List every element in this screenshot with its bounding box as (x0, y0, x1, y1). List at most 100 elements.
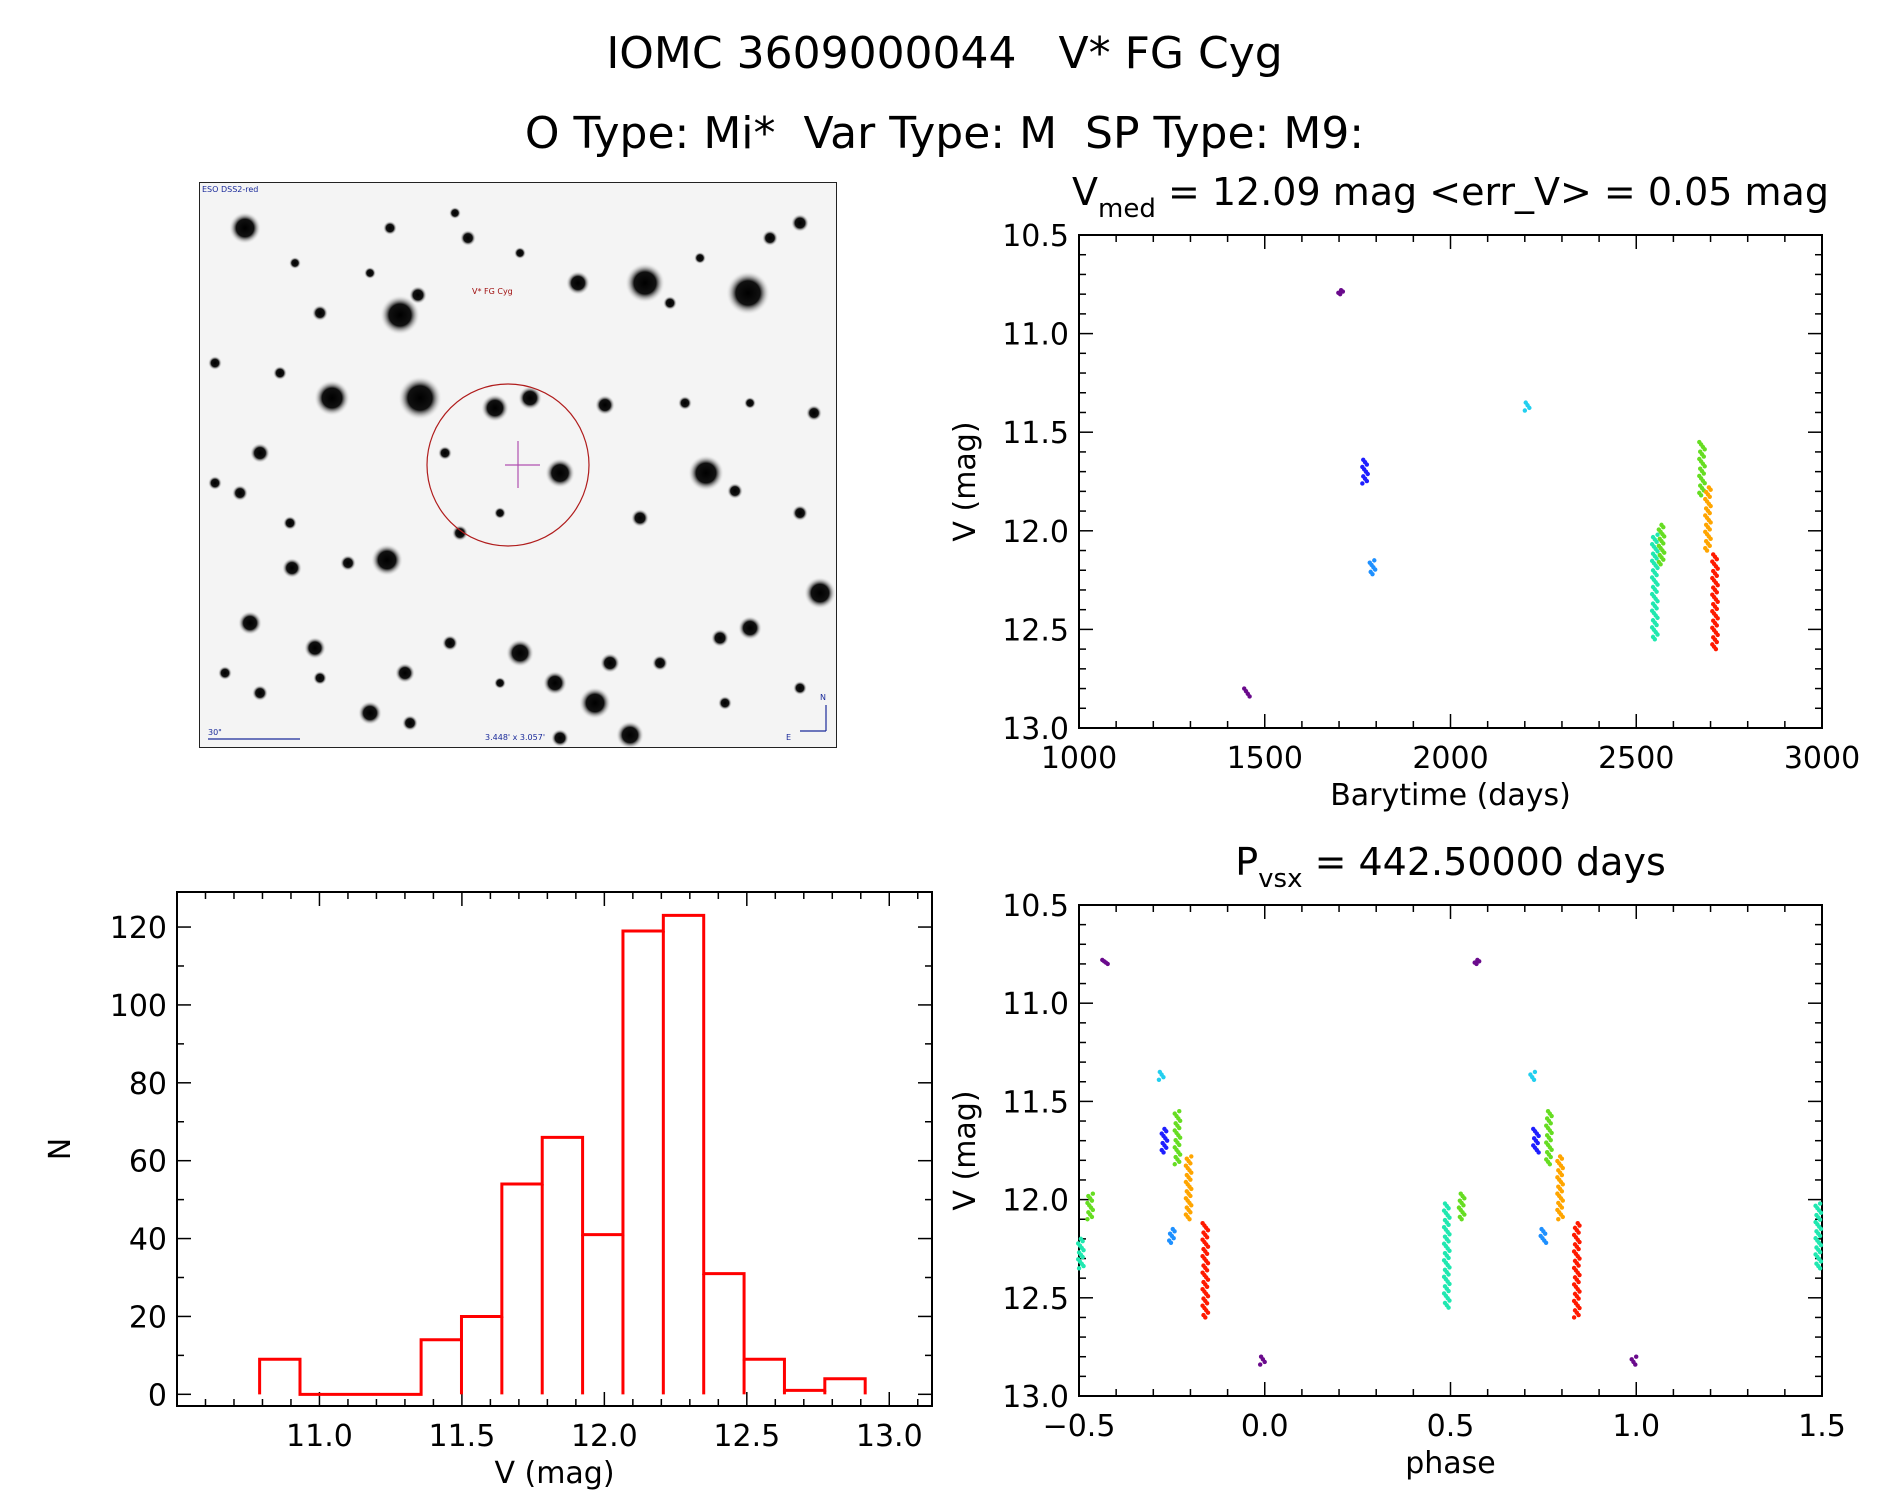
star (358, 701, 382, 725)
data-point (1714, 573, 1720, 578)
data-point (1089, 1214, 1095, 1220)
histogram-bar (704, 1274, 744, 1395)
data-point (1188, 1193, 1193, 1199)
data-point (1262, 1359, 1267, 1365)
x-tick-label: 3000 (1784, 741, 1860, 776)
data-point (1543, 1240, 1549, 1246)
data-point (1549, 1113, 1554, 1119)
y-tick-label: 12.5 (1002, 613, 1069, 648)
data-point (1548, 1154, 1553, 1160)
data-point (1372, 558, 1377, 563)
data-point (1447, 1298, 1452, 1303)
star (711, 629, 729, 647)
histogram-bar (461, 1316, 501, 1394)
y-tick-label: 10.5 (1002, 889, 1069, 924)
star (314, 380, 350, 416)
star (762, 230, 778, 246)
data-point (1090, 1191, 1096, 1196)
data-point (1360, 481, 1365, 486)
data-point (1257, 1362, 1263, 1367)
data-point (1164, 1138, 1170, 1143)
star (579, 687, 611, 719)
data-point (1536, 1150, 1541, 1155)
data-point (1076, 1266, 1082, 1271)
star (449, 207, 461, 219)
star (289, 257, 301, 269)
y-tick-label: 100 (110, 989, 167, 1024)
data-point (1446, 1255, 1451, 1261)
data-point (1105, 961, 1110, 967)
survey-label: ESO DSS2-red (202, 185, 259, 194)
data-point (1658, 562, 1663, 567)
data-point (1817, 1249, 1823, 1255)
x-tick-label: 12.0 (571, 1419, 638, 1454)
page-title: IOMC 3609000044 V* FG Cyg (606, 28, 1283, 79)
data-point (1446, 1288, 1451, 1294)
data-point (1817, 1217, 1823, 1222)
data-point (1576, 1246, 1581, 1252)
data-point (1205, 1244, 1211, 1249)
data-point (1714, 556, 1720, 562)
data-point (1662, 550, 1667, 555)
data-point (1577, 1305, 1582, 1311)
data-point (1655, 599, 1660, 604)
data-point (1577, 1289, 1582, 1294)
data-point (1337, 291, 1343, 297)
data-point (1633, 1362, 1638, 1367)
y-axis-label: V (mag) (948, 421, 983, 541)
star (304, 637, 326, 659)
data-point (1560, 1198, 1565, 1203)
data-point (1204, 1301, 1210, 1306)
x-tick-label: 2500 (1598, 741, 1674, 776)
data-point (1205, 1228, 1211, 1233)
data-point (1205, 1310, 1211, 1315)
data-point (1446, 1305, 1451, 1310)
y-tick-label: 12.0 (1002, 515, 1069, 550)
histogram-bar (583, 1235, 623, 1395)
histogram-bar (421, 1340, 461, 1395)
y-tick-label: 120 (110, 911, 167, 946)
x-tick-label: 1000 (1041, 741, 1117, 776)
y-tick-label: 13.0 (1002, 1380, 1069, 1415)
data-point (1340, 289, 1346, 294)
star (663, 296, 677, 310)
star (313, 671, 327, 685)
data-point (1462, 1212, 1467, 1217)
star (208, 356, 222, 370)
data-point (1715, 599, 1720, 604)
star (806, 405, 822, 421)
plot-frame (1078, 904, 1823, 1397)
data-point (1080, 1238, 1085, 1244)
star (442, 635, 458, 651)
data-point (1707, 527, 1712, 532)
star (238, 611, 262, 635)
data-point (1559, 1205, 1565, 1210)
star (380, 295, 420, 335)
data-point (1187, 1217, 1192, 1222)
data-point (1818, 1226, 1824, 1232)
y-tick-label: 0 (148, 1378, 167, 1413)
star (229, 212, 261, 244)
data-point (1446, 1206, 1451, 1211)
star (543, 671, 567, 695)
y-tick-label: 11.5 (1002, 416, 1069, 451)
data-point (1205, 1277, 1211, 1282)
star (688, 455, 724, 491)
data-point (1177, 1135, 1183, 1140)
star (252, 685, 268, 701)
x-tick-label: 0.0 (1241, 1409, 1289, 1444)
data-point (1156, 1077, 1162, 1082)
data-point (1477, 959, 1482, 964)
data-point (1247, 694, 1252, 699)
data-point (1654, 622, 1659, 628)
histogram-outline (258, 913, 867, 1396)
data-point (1085, 1217, 1090, 1222)
data-point (1447, 1232, 1452, 1237)
star (452, 525, 468, 541)
data-point (1707, 543, 1712, 549)
data-point (1171, 1236, 1176, 1241)
data-point (1708, 536, 1713, 542)
data-point (1177, 1125, 1182, 1131)
data-point (1474, 961, 1479, 967)
star (494, 507, 506, 519)
